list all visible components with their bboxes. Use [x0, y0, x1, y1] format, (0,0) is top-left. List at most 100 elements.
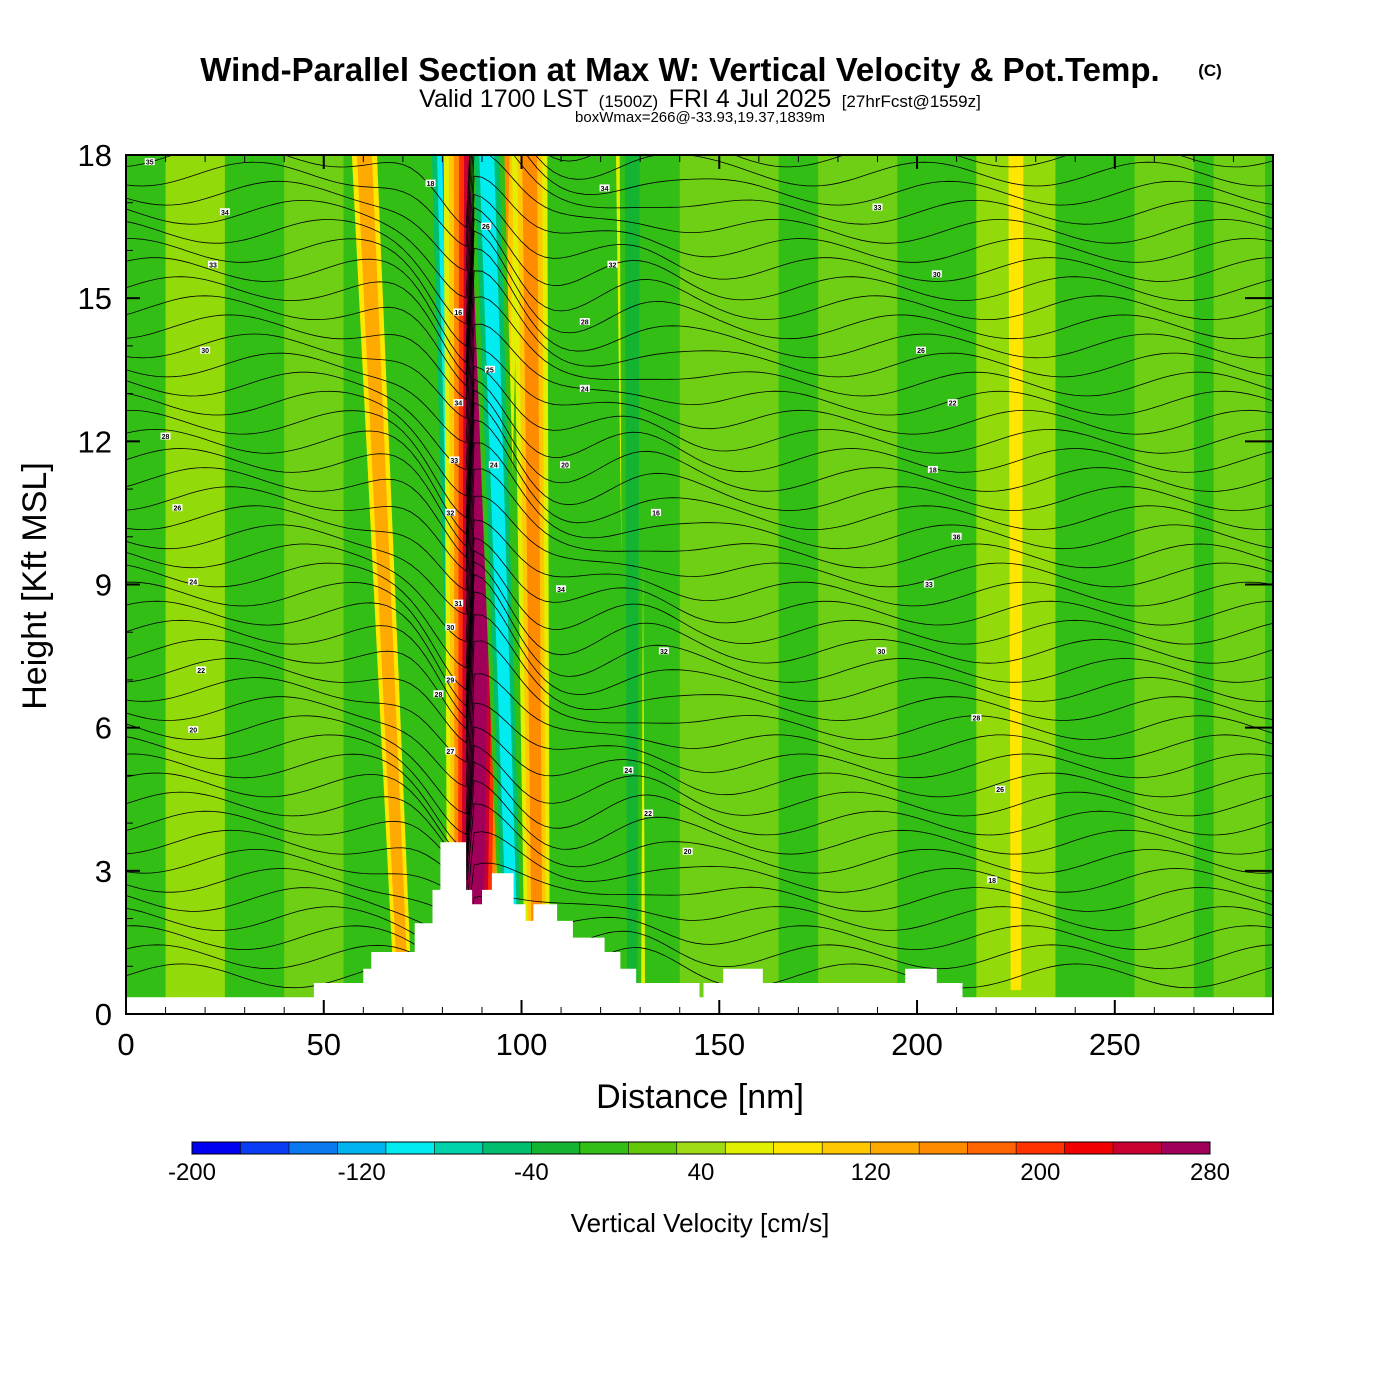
colorbar-label: Vertical Velocity [cm/s] — [571, 1208, 830, 1238]
contour-label: 28 — [972, 716, 980, 723]
isentrope — [126, 895, 1273, 957]
isentrope — [126, 402, 1273, 573]
contour-label: 34 — [454, 401, 462, 408]
updraft-shading — [1008, 155, 1024, 991]
contour-label-bg — [579, 318, 590, 326]
isentrope — [126, 155, 1273, 272]
contour-label: 24 — [624, 768, 632, 775]
contour-label: 16 — [454, 310, 462, 317]
contour-label-bg — [931, 270, 942, 278]
isentrope — [126, 175, 1273, 347]
valid-utc: (1500Z) — [599, 92, 659, 111]
contour-label: 20 — [684, 849, 692, 856]
isentrope — [126, 744, 1273, 869]
isentrope — [126, 206, 1273, 376]
x-tick-label: 250 — [1089, 1027, 1141, 1062]
updraft-shading — [356, 155, 409, 991]
contour-label: 18 — [929, 467, 937, 474]
y-tick-label: 18 — [78, 138, 112, 173]
valid-date: FRI 4 Jul 2025 — [669, 85, 832, 113]
isentrope — [126, 296, 1273, 471]
contour-label-bg — [425, 179, 436, 187]
isentrope — [126, 442, 1273, 616]
isentrope — [126, 323, 1273, 497]
colorbar-swatch — [628, 1142, 678, 1154]
isentrope — [126, 779, 1273, 882]
contour-label-bg — [987, 876, 998, 884]
x-tick-label: 50 — [307, 1027, 341, 1062]
contour-label-bg — [480, 222, 491, 230]
contour-label-bg — [445, 747, 456, 755]
isentrope — [126, 495, 1273, 669]
isentrope — [126, 831, 1273, 915]
isentrope — [126, 614, 1273, 788]
isentrope — [126, 726, 1273, 862]
contour-label: 30 — [878, 649, 886, 656]
contour-label: 27 — [446, 749, 454, 756]
contour-label-bg — [872, 203, 883, 211]
isentrope — [126, 640, 1273, 815]
colorbar-swatch — [240, 1142, 290, 1154]
colorbar-swatch — [822, 1142, 872, 1154]
colorbar-swatch — [773, 1142, 823, 1154]
contour-label: 32 — [446, 510, 454, 517]
forecast-label: [27hrFcst@1559z] — [842, 92, 981, 111]
contour-label: 33 — [209, 262, 217, 269]
contour-label: 30 — [201, 348, 209, 355]
colorbar-swatch — [1113, 1142, 1163, 1154]
isentrope — [126, 561, 1273, 730]
contour-label: 28 — [162, 434, 170, 441]
contour-label-bg — [599, 184, 610, 192]
x-tick-label: 100 — [496, 1027, 548, 1062]
background-band — [1134, 155, 1194, 1014]
colorbar-swatch — [482, 1142, 532, 1154]
isentrope — [126, 155, 1273, 229]
colorbar-swatch — [579, 1142, 629, 1154]
y-tick-label: 6 — [95, 711, 112, 746]
isentrope — [126, 155, 1273, 325]
isentrope — [126, 537, 1273, 707]
colorbar-swatch — [192, 1142, 241, 1154]
contour-label-bg — [623, 766, 634, 774]
colorbar-swatch — [1161, 1142, 1211, 1154]
isentrope — [126, 155, 1273, 299]
background-band — [679, 155, 779, 1014]
background-band — [818, 155, 898, 1014]
contour-label: 24 — [581, 386, 589, 393]
contour-label: 24 — [490, 463, 498, 470]
x-axis: 0 50 100 150 200 250 — [117, 155, 1234, 1062]
isentrope — [126, 193, 1273, 364]
contour-label: 33 — [874, 205, 882, 212]
isentrope — [126, 916, 1273, 973]
contour-label-bg — [951, 532, 962, 540]
colorbar-swatch — [967, 1142, 1017, 1154]
contour-label-bg — [876, 647, 887, 655]
isentrope — [126, 550, 1273, 719]
y-tick-label: 0 — [95, 997, 112, 1032]
isentrope — [126, 270, 1273, 444]
contour-label-bg — [643, 809, 654, 817]
contour-label-bg — [445, 623, 456, 631]
isentrope — [126, 519, 1273, 691]
chart-title: Wind-Parallel Section at Max W: Vertical… — [200, 51, 1159, 88]
contour-label: 20 — [561, 463, 569, 470]
colorbar-tick-label: -120 — [338, 1159, 386, 1186]
contour-label: 28 — [435, 692, 443, 699]
isentrope — [126, 217, 1273, 387]
contour-label-bg — [915, 346, 926, 354]
contour-label: 18 — [988, 878, 996, 885]
isentrope — [126, 389, 1273, 559]
contour-label: 33 — [925, 582, 933, 589]
isentrope — [126, 347, 1273, 519]
contour-label-bg — [484, 365, 495, 373]
potential-temperature-contours — [126, 155, 1273, 990]
contour-label: 35 — [146, 160, 154, 167]
contour-label-bg — [445, 508, 456, 516]
colorbar-swatch — [288, 1142, 338, 1154]
colorbar-swatch — [434, 1142, 484, 1154]
contour-label-bg — [433, 690, 444, 698]
contour-label-bg — [560, 461, 571, 469]
contour-labels: 35 34 33 30 28 26 24 22 20 18 34 33 32 30 28 26 24 22 20 18… — [144, 158, 1006, 885]
colorbar-tick-label: 120 — [851, 1159, 891, 1186]
